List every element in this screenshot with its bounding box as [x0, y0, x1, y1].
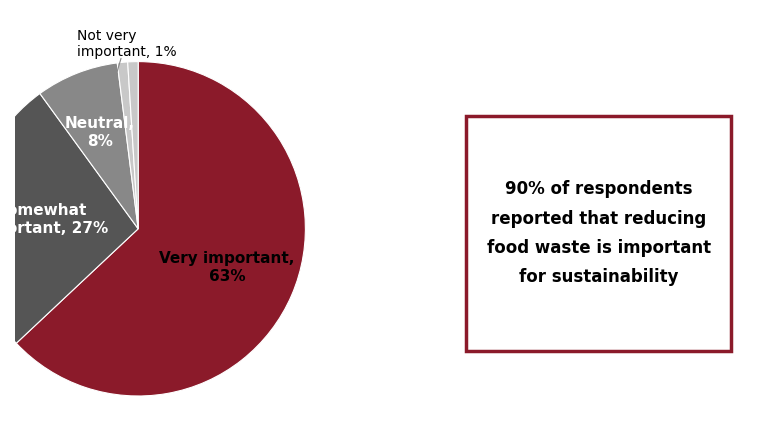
Wedge shape: [40, 63, 138, 229]
Text: Somewhat
important, 27%: Somewhat important, 27%: [0, 203, 108, 236]
Text: 90% of respondents
reported that reducing
food waste is important
for sustainabi: 90% of respondents reported that reducin…: [487, 180, 711, 286]
Wedge shape: [127, 62, 138, 229]
FancyBboxPatch shape: [466, 116, 731, 351]
Wedge shape: [117, 62, 138, 229]
Wedge shape: [0, 94, 138, 343]
Text: Neutral,
8%: Neutral, 8%: [65, 116, 135, 149]
Text: Very important,
63%: Very important, 63%: [159, 251, 295, 283]
Wedge shape: [16, 62, 305, 396]
Text: Not very
important, 1%: Not very important, 1%: [77, 29, 176, 59]
